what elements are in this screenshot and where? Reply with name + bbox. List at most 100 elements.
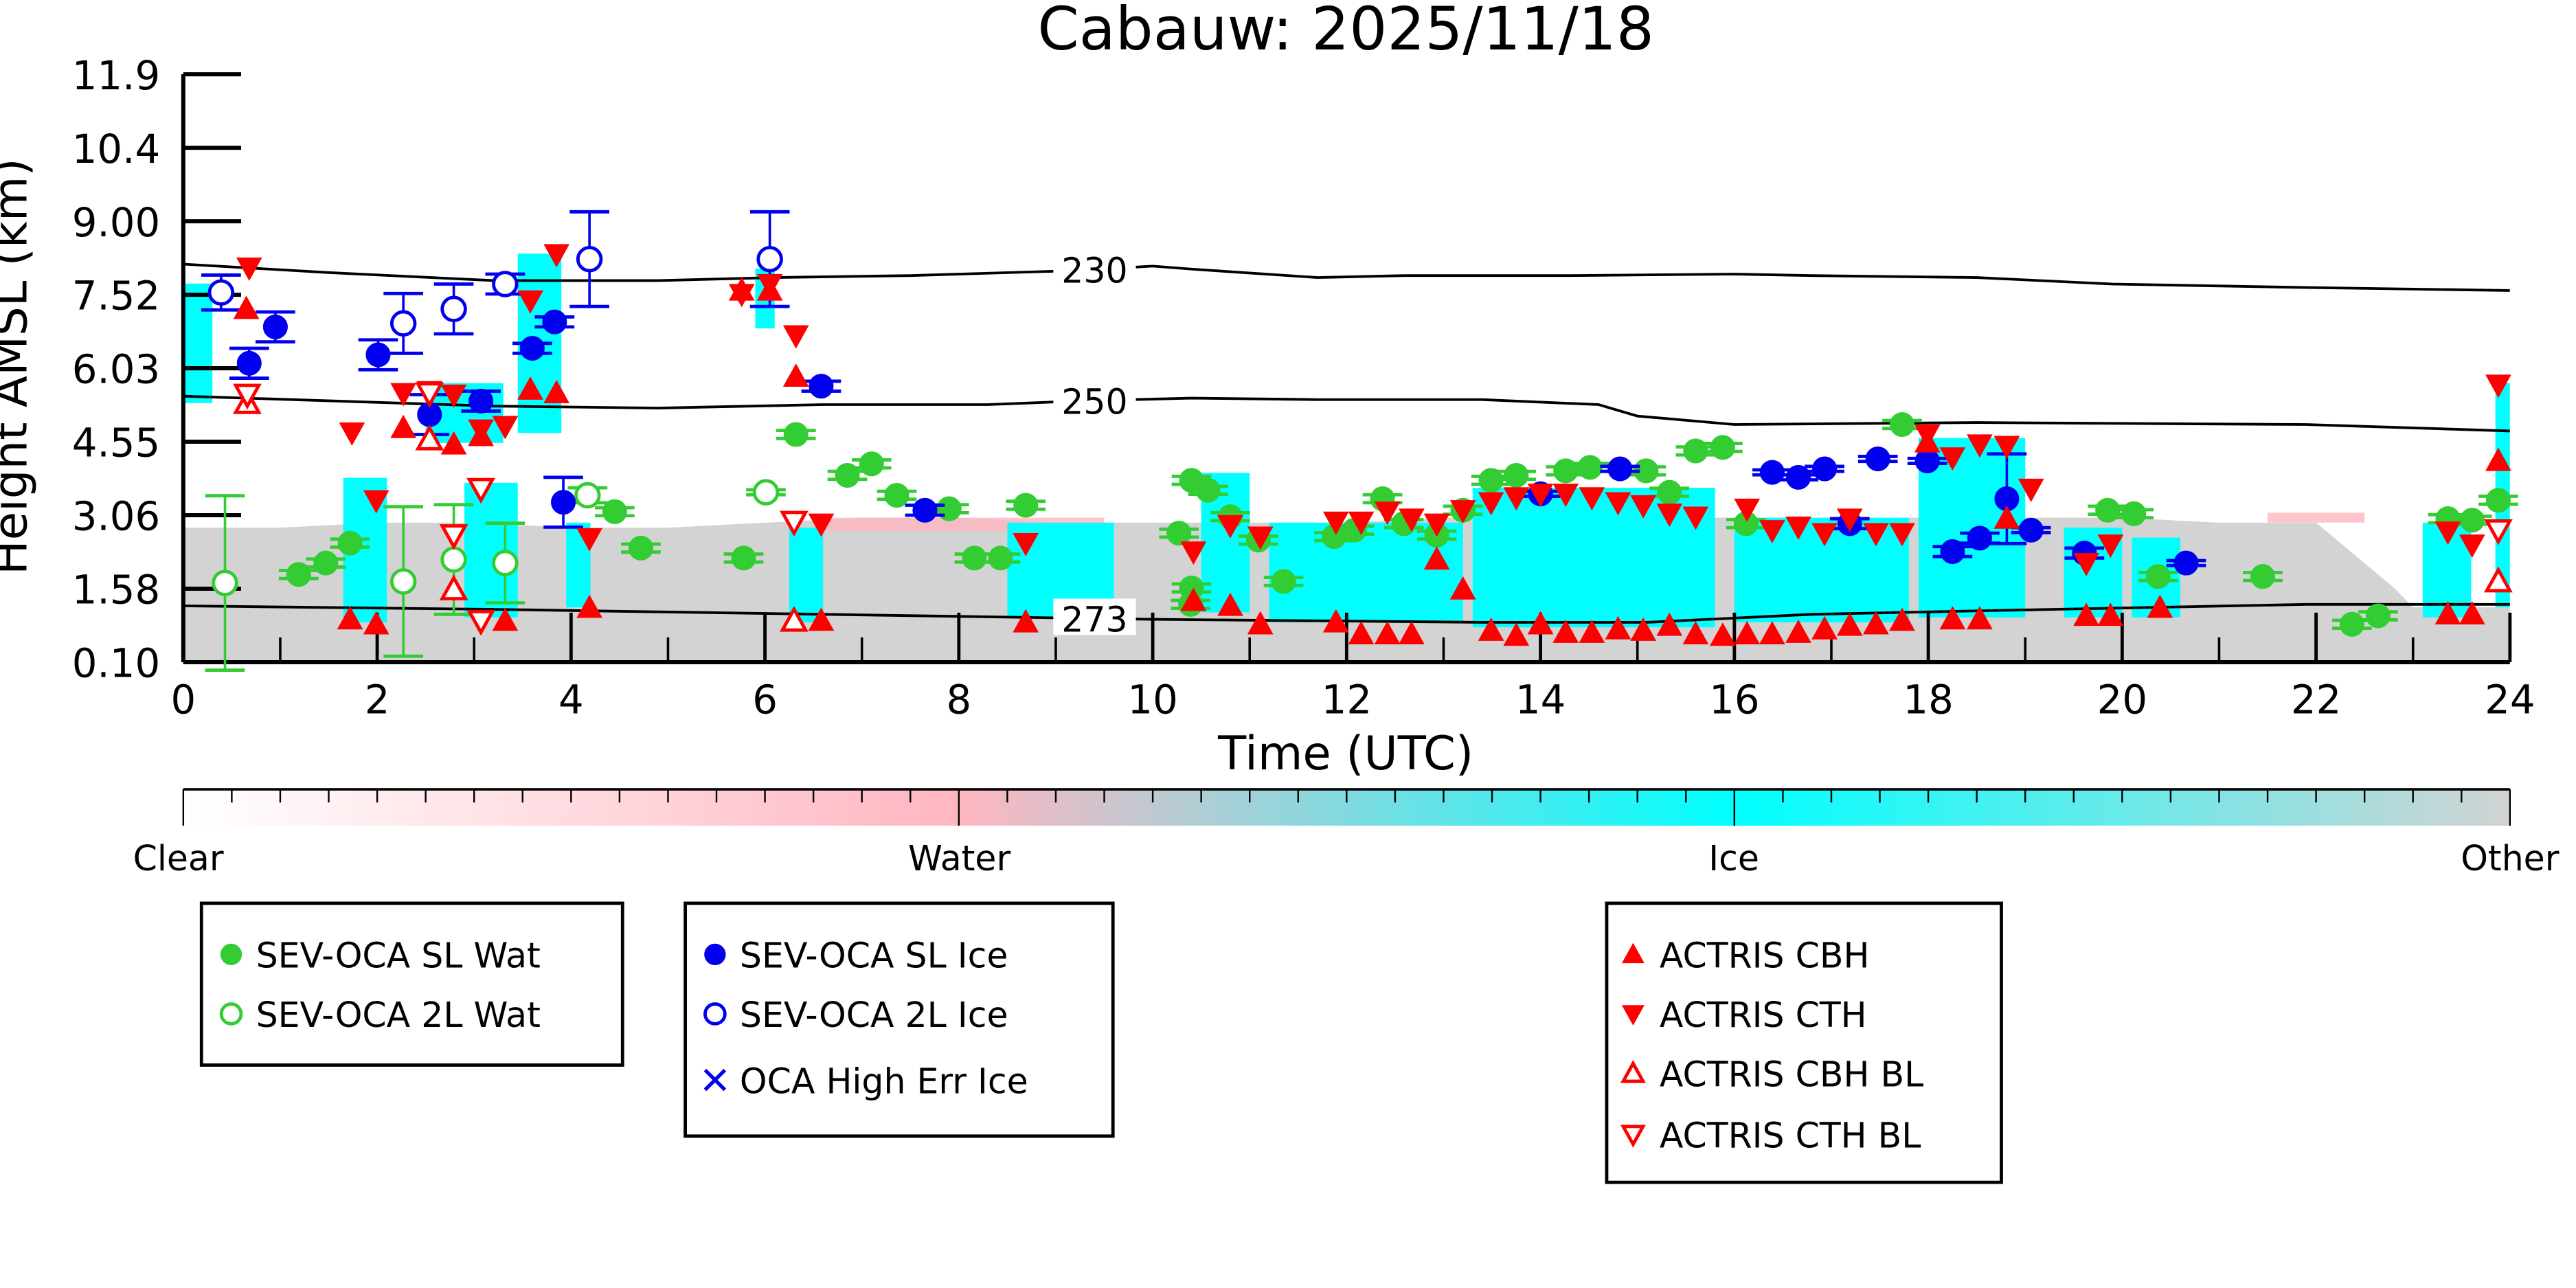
data-point	[212, 569, 238, 596]
data-point	[337, 530, 363, 556]
data-point	[492, 607, 519, 631]
data-point	[1785, 619, 1811, 643]
data-point	[1579, 487, 1605, 511]
data-point	[1013, 493, 1039, 518]
series-sev-oca-2l-wat	[205, 479, 786, 672]
data-point	[1504, 462, 1529, 488]
data-point	[2365, 603, 2391, 629]
legend-marker-cth	[1621, 1005, 1645, 1026]
data-point	[1811, 615, 1838, 640]
data-point	[782, 363, 809, 387]
data-point	[1939, 447, 1966, 471]
data-point	[1503, 487, 1530, 511]
data-point	[780, 605, 809, 632]
legend-label-cbh: ACTRIS CBH	[1660, 936, 1870, 976]
data-point	[756, 273, 783, 297]
data-point	[1271, 569, 1296, 594]
data-point	[1863, 523, 1889, 547]
y-tick-label: 0.10	[72, 640, 160, 687]
data-point	[492, 271, 519, 297]
data-point	[440, 431, 467, 455]
data-point	[1621, 942, 1645, 964]
data-point	[2073, 552, 2099, 576]
legend-label-high-err-ice: OCA High Err Ice	[740, 1061, 1028, 1101]
y-tick-label: 1.58	[72, 567, 160, 613]
data-point	[912, 497, 938, 523]
data-point	[1939, 606, 1966, 630]
data-point	[440, 384, 467, 408]
colorbar-label-clear: Clear	[133, 838, 224, 879]
x-tick-label: 10	[1127, 676, 1177, 723]
data-point	[1166, 521, 1192, 546]
data-point	[1889, 411, 1915, 438]
legend-marker-2l-ice	[703, 1002, 727, 1026]
data-point	[1656, 612, 1683, 636]
x-tick-label: 2	[365, 676, 390, 723]
contour-label: 230	[1061, 251, 1127, 291]
data-point	[1180, 587, 1207, 611]
contour-label-bg	[1053, 381, 1136, 418]
data-point	[1710, 622, 1736, 646]
data-point	[1374, 501, 1401, 526]
data-point	[415, 424, 444, 451]
x-tick-label: 20	[2097, 676, 2147, 723]
y-tick-label: 10.4	[72, 126, 160, 172]
data-point	[2145, 564, 2171, 589]
data-point	[731, 545, 756, 571]
data-point	[1657, 479, 1682, 505]
data-point	[2250, 564, 2276, 589]
y-tick-label: 11.9	[72, 52, 160, 99]
data-point	[1812, 456, 1838, 482]
data-point	[703, 1068, 727, 1092]
data-point	[1682, 506, 1709, 530]
data-point	[884, 482, 909, 508]
data-point	[1759, 460, 1785, 485]
data-point	[1759, 520, 1785, 544]
data-point	[576, 246, 603, 273]
data-point	[1247, 611, 1274, 635]
data-point	[1607, 456, 1633, 482]
data-point	[390, 383, 417, 407]
data-point	[390, 414, 417, 438]
contour-label: 250	[1061, 381, 1127, 422]
data-point	[389, 568, 417, 595]
x-tick-label: 24	[2485, 676, 2535, 723]
y-tick-label: 3.06	[72, 493, 160, 540]
data-point	[1889, 523, 1915, 547]
chart-title: Cabauw: 2025/11/18	[1037, 0, 1654, 64]
data-point	[1967, 434, 1993, 458]
contour-label: 273	[1061, 600, 1127, 640]
ice-region	[464, 482, 518, 618]
data-point	[1478, 617, 1504, 641]
legend-label-sl-wat: SEV-OCA SL Wat	[256, 936, 541, 976]
data-point	[517, 376, 543, 400]
data-point	[1836, 612, 1863, 636]
data-point	[1013, 609, 1039, 633]
colorbar-label-water: Water	[908, 838, 1010, 879]
data-point	[704, 943, 726, 966]
data-point	[1552, 619, 1579, 643]
series-sev-oca-sl-ice	[229, 309, 2206, 576]
data-point	[1195, 477, 1221, 503]
data-point	[466, 609, 495, 636]
data-point	[492, 416, 519, 440]
y-tick-label: 6.03	[72, 346, 160, 393]
x-tick-label: 6	[752, 676, 778, 723]
data-point	[962, 545, 987, 571]
data-point	[1836, 508, 1863, 532]
data-point	[1993, 436, 2020, 460]
data-point	[1605, 492, 1631, 516]
data-point	[2097, 534, 2124, 558]
data-point	[1967, 526, 1992, 551]
data-point	[2173, 550, 2199, 576]
data-point	[1247, 526, 1274, 550]
data-point	[1449, 500, 1476, 524]
data-point	[1423, 546, 1450, 570]
legend-water: SEV-OCA SL Wat SEV-OCA 2L Wat	[199, 901, 624, 1067]
y-tick-label: 9.00	[72, 199, 160, 246]
series-sev-oca-2l-ice	[201, 210, 790, 355]
data-point	[262, 314, 288, 339]
series-sev-oca-sl-wat	[278, 411, 2518, 637]
data-point	[1217, 592, 1243, 616]
contour-230	[183, 262, 2510, 292]
